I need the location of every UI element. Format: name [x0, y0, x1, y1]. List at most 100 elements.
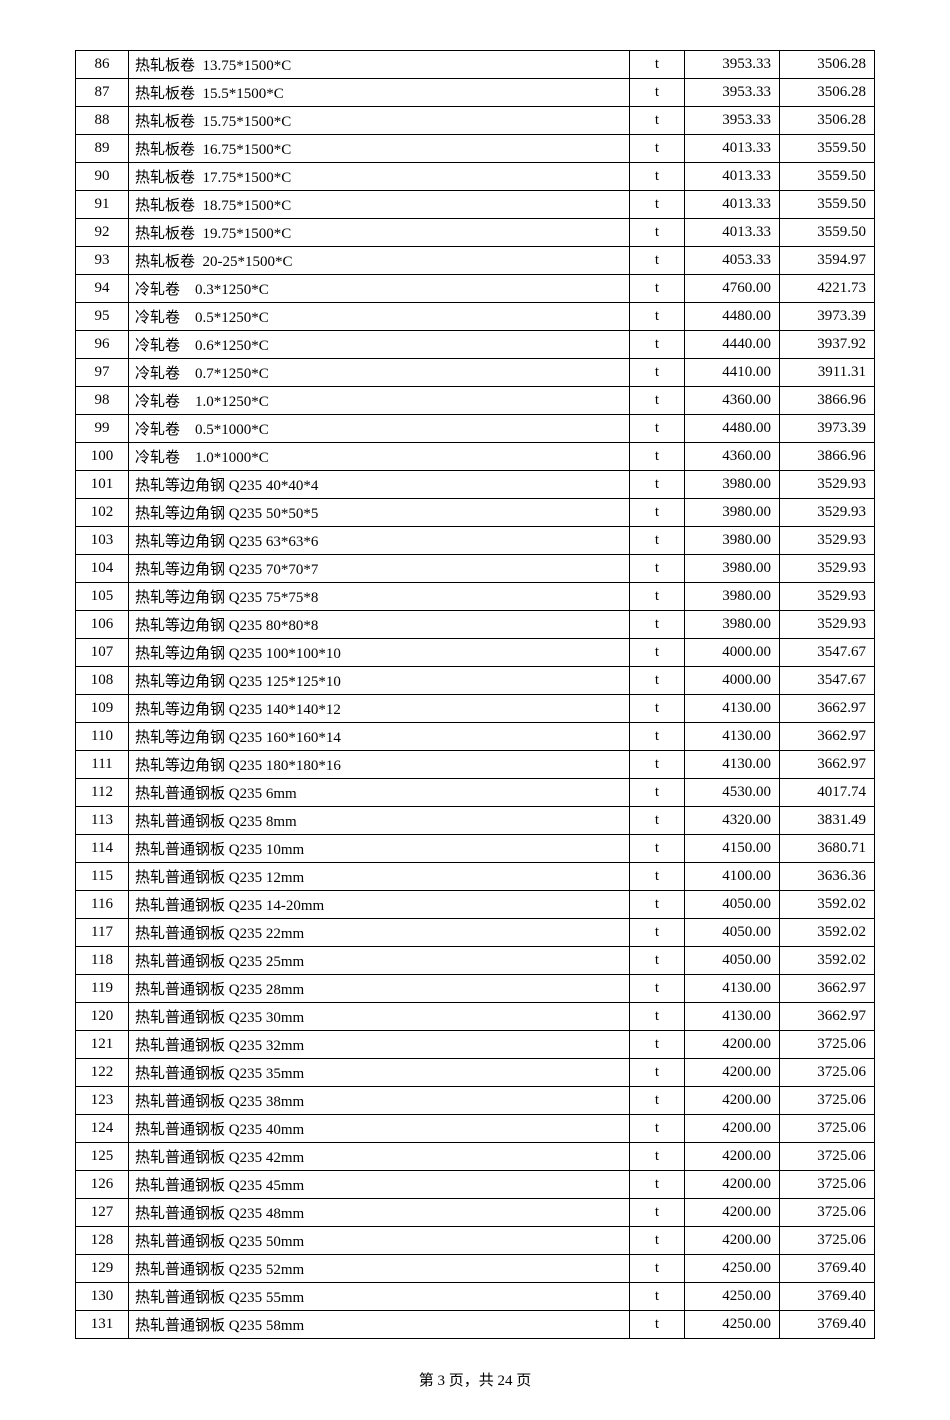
cell-price-1: 4200.00: [685, 1059, 780, 1087]
cell-description: 热轧普通钢板 Q235 14-20mm: [129, 891, 630, 919]
cell-description: 冷轧卷 0.5*1000*C: [129, 415, 630, 443]
cell-index: 93: [76, 247, 129, 275]
cell-description: 热轧板卷 19.75*1500*C: [129, 219, 630, 247]
cell-price-1: 4480.00: [685, 415, 780, 443]
cell-price-1: 3980.00: [685, 555, 780, 583]
table-row: 103热轧等边角钢 Q235 63*63*6t3980.003529.93: [76, 527, 875, 555]
cell-index: 88: [76, 107, 129, 135]
cell-unit: t: [630, 527, 685, 555]
cell-unit: t: [630, 975, 685, 1003]
cell-price-1: 4050.00: [685, 947, 780, 975]
cell-price-1: 4013.33: [685, 135, 780, 163]
cell-index: 108: [76, 667, 129, 695]
cell-price-1: 4013.33: [685, 191, 780, 219]
cell-price-2: 3866.96: [780, 443, 875, 471]
table-row: 131热轧普通钢板 Q235 58mmt4250.003769.40: [76, 1311, 875, 1339]
cell-unit: t: [630, 1283, 685, 1311]
table-row: 89热轧板卷 16.75*1500*Ct4013.333559.50: [76, 135, 875, 163]
table-row: 95冷轧卷 0.5*1250*Ct4480.003973.39: [76, 303, 875, 331]
cell-unit: t: [630, 359, 685, 387]
cell-unit: t: [630, 779, 685, 807]
table-row: 99冷轧卷 0.5*1000*Ct4480.003973.39: [76, 415, 875, 443]
cell-index: 112: [76, 779, 129, 807]
cell-unit: t: [630, 1199, 685, 1227]
table-row: 123热轧普通钢板 Q235 38mmt4200.003725.06: [76, 1087, 875, 1115]
cell-price-2: 3725.06: [780, 1115, 875, 1143]
cell-price-2: 3769.40: [780, 1283, 875, 1311]
table-row: 102热轧等边角钢 Q235 50*50*5t3980.003529.93: [76, 499, 875, 527]
table-row: 87热轧板卷 15.5*1500*Ct3953.333506.28: [76, 79, 875, 107]
table-row: 96冷轧卷 0.6*1250*Ct4440.003937.92: [76, 331, 875, 359]
cell-price-2: 3529.93: [780, 471, 875, 499]
table-row: 129热轧普通钢板 Q235 52mmt4250.003769.40: [76, 1255, 875, 1283]
cell-description: 热轧普通钢板 Q235 52mm: [129, 1255, 630, 1283]
cell-unit: t: [630, 443, 685, 471]
cell-price-2: 3769.40: [780, 1311, 875, 1339]
cell-description: 冷轧卷 1.0*1250*C: [129, 387, 630, 415]
table-row: 115热轧普通钢板 Q235 12mmt4100.003636.36: [76, 863, 875, 891]
cell-index: 126: [76, 1171, 129, 1199]
cell-price-2: 3506.28: [780, 79, 875, 107]
cell-description: 热轧板卷 18.75*1500*C: [129, 191, 630, 219]
cell-price-2: 3831.49: [780, 807, 875, 835]
table-row: 104热轧等边角钢 Q235 70*70*7t3980.003529.93: [76, 555, 875, 583]
table-row: 114热轧普通钢板 Q235 10mmt4150.003680.71: [76, 835, 875, 863]
cell-price-1: 4360.00: [685, 443, 780, 471]
cell-index: 115: [76, 863, 129, 891]
cell-index: 124: [76, 1115, 129, 1143]
cell-index: 94: [76, 275, 129, 303]
cell-index: 113: [76, 807, 129, 835]
cell-price-2: 3529.93: [780, 611, 875, 639]
cell-price-1: 4250.00: [685, 1283, 780, 1311]
cell-description: 热轧普通钢板 Q235 10mm: [129, 835, 630, 863]
cell-price-2: 3592.02: [780, 947, 875, 975]
cell-price-2: 3592.02: [780, 919, 875, 947]
cell-description: 热轧等边角钢 Q235 140*140*12: [129, 695, 630, 723]
table-row: 116热轧普通钢板 Q235 14-20mmt4050.003592.02: [76, 891, 875, 919]
cell-price-2: 3547.67: [780, 639, 875, 667]
cell-index: 119: [76, 975, 129, 1003]
cell-description: 热轧普通钢板 Q235 40mm: [129, 1115, 630, 1143]
cell-unit: t: [630, 219, 685, 247]
cell-unit: t: [630, 751, 685, 779]
cell-unit: t: [630, 387, 685, 415]
table-row: 105热轧等边角钢 Q235 75*75*8t3980.003529.93: [76, 583, 875, 611]
cell-price-2: 3662.97: [780, 1003, 875, 1031]
cell-price-1: 3953.33: [685, 107, 780, 135]
cell-price-1: 4053.33: [685, 247, 780, 275]
cell-price-2: 3725.06: [780, 1143, 875, 1171]
cell-price-2: 3725.06: [780, 1031, 875, 1059]
cell-unit: t: [630, 135, 685, 163]
cell-description: 热轧普通钢板 Q235 32mm: [129, 1031, 630, 1059]
cell-description: 冷轧卷 0.3*1250*C: [129, 275, 630, 303]
cell-price-1: 4000.00: [685, 667, 780, 695]
cell-description: 热轧普通钢板 Q235 6mm: [129, 779, 630, 807]
price-table: 86热轧板卷 13.75*1500*Ct3953.333506.2887热轧板卷…: [75, 50, 875, 1339]
table-row: 108热轧等边角钢 Q235 125*125*10t4000.003547.67: [76, 667, 875, 695]
cell-unit: t: [630, 807, 685, 835]
cell-unit: t: [630, 555, 685, 583]
cell-price-1: 3980.00: [685, 583, 780, 611]
cell-unit: t: [630, 79, 685, 107]
cell-unit: t: [630, 247, 685, 275]
cell-index: 97: [76, 359, 129, 387]
table-row: 92热轧板卷 19.75*1500*Ct4013.333559.50: [76, 219, 875, 247]
cell-index: 120: [76, 1003, 129, 1031]
table-row: 120热轧普通钢板 Q235 30mmt4130.003662.97: [76, 1003, 875, 1031]
cell-unit: t: [630, 863, 685, 891]
table-row: 86热轧板卷 13.75*1500*Ct3953.333506.28: [76, 51, 875, 79]
table-row: 106热轧等边角钢 Q235 80*80*8t3980.003529.93: [76, 611, 875, 639]
cell-description: 冷轧卷 0.6*1250*C: [129, 331, 630, 359]
cell-index: 131: [76, 1311, 129, 1339]
cell-index: 118: [76, 947, 129, 975]
cell-price-2: 3866.96: [780, 387, 875, 415]
cell-price-1: 4360.00: [685, 387, 780, 415]
cell-price-2: 4017.74: [780, 779, 875, 807]
cell-price-1: 4200.00: [685, 1115, 780, 1143]
cell-price-2: 3559.50: [780, 219, 875, 247]
cell-price-1: 4200.00: [685, 1227, 780, 1255]
cell-unit: t: [630, 1171, 685, 1199]
cell-index: 121: [76, 1031, 129, 1059]
cell-index: 117: [76, 919, 129, 947]
cell-price-2: 3680.71: [780, 835, 875, 863]
